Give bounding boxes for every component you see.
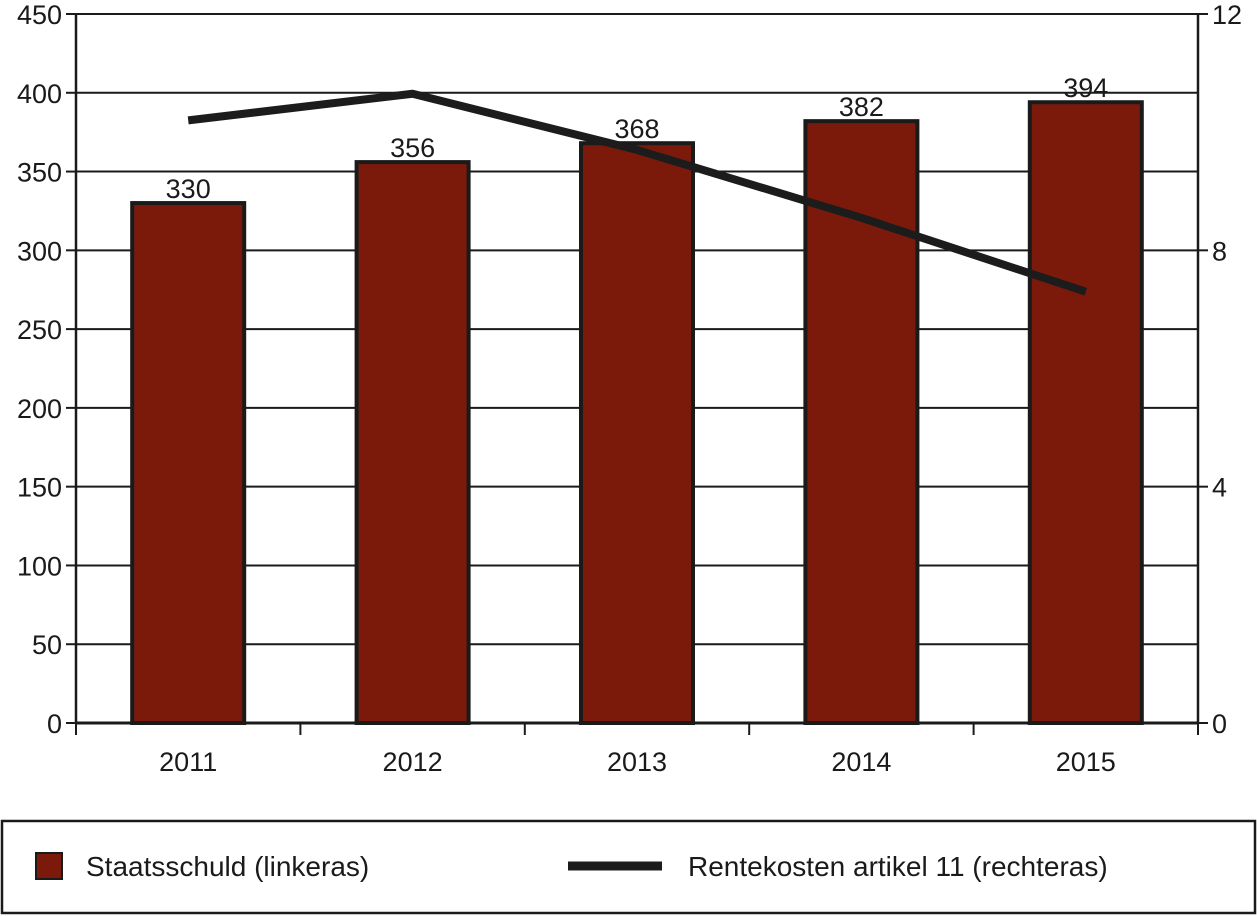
line-series (187, 89, 1088, 296)
x-tick-label: 2012 (383, 747, 443, 777)
y-right-tick-label: 12 (1212, 0, 1242, 30)
x-tick-label: 2014 (831, 747, 891, 777)
legend-line-label: Rentekosten artikel 11 (rechteras) (688, 851, 1108, 882)
bar (130, 201, 247, 726)
y-left-tick-label: 450 (17, 0, 62, 30)
bar-data-label: 330 (166, 174, 211, 204)
y-left-tick-label: 200 (17, 394, 62, 424)
line-series-path (187, 89, 1088, 296)
bar-data-label: 356 (390, 133, 435, 163)
bar-series (130, 100, 1144, 726)
y-left-tick-label: 0 (47, 709, 62, 739)
legend-frame (0, 819, 1257, 915)
y-left-tick-label: 250 (17, 315, 62, 345)
bar-data-label: 394 (1063, 73, 1108, 103)
bar-data-label: 368 (614, 114, 659, 144)
y-right-tick-label: 8 (1212, 236, 1227, 266)
bar (1027, 100, 1144, 725)
y-right-tick-label: 4 (1212, 473, 1227, 503)
bar (803, 119, 920, 726)
bar (579, 141, 695, 725)
y-left-tick-label: 400 (17, 79, 62, 109)
y-left-tick-label: 300 (17, 236, 62, 266)
bar (354, 160, 471, 725)
x-tick-label: 2015 (1056, 747, 1116, 777)
legend-bar-label: Staatsschuld (linkeras) (86, 851, 369, 882)
y-left-tick-label: 150 (17, 473, 62, 503)
y-right-tick-label: 0 (1212, 709, 1227, 739)
legend: Staatsschuld (linkeras) Rentekosten arti… (0, 819, 1257, 915)
y-left-tick-label: 50 (32, 630, 62, 660)
y-left-tick-label: 100 (17, 551, 62, 581)
x-tick-label: 2013 (607, 747, 667, 777)
x-tick-label: 2011 (159, 747, 217, 777)
bar-data-label: 382 (839, 92, 884, 122)
axes: 0 50 100 150 200 250 300 350 400 450 0 4 8 12 2011 2012… (17, 0, 1242, 777)
data-labels: 330 356 368 382 394 (166, 73, 1109, 204)
legend-bar-swatch (35, 852, 63, 880)
y-left-tick-label: 350 (17, 158, 62, 188)
